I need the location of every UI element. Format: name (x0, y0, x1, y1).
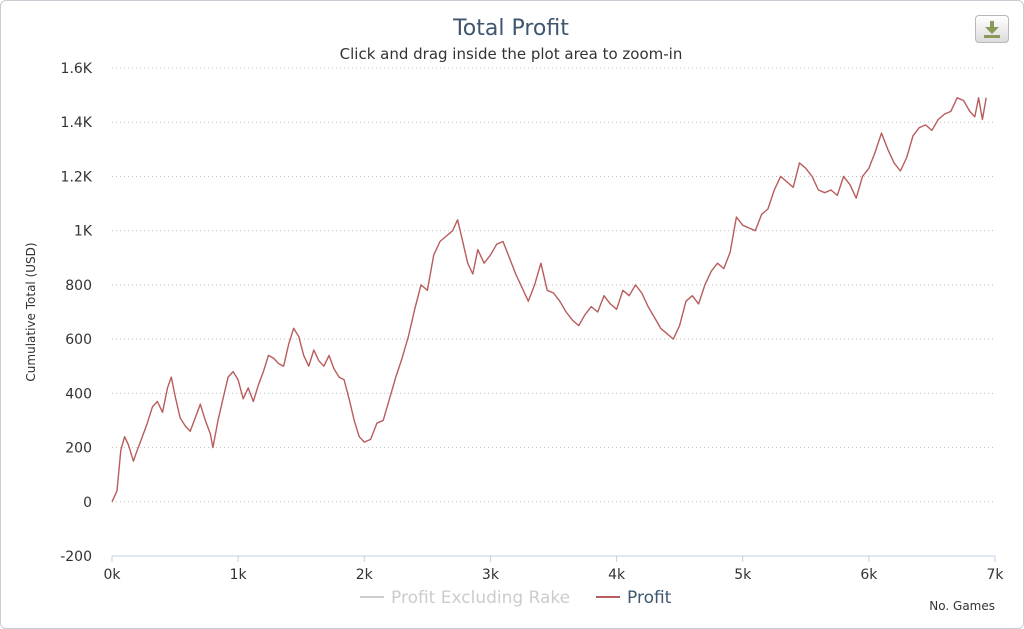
x-axis-title: No. Games (929, 599, 995, 613)
y-axis-ticks: -200 0 200 400 600 800 1K 1.2K 1.4K 1.6K (60, 61, 93, 565)
y-tick-label: -200 (60, 549, 92, 565)
chart-title: Total Profit (452, 16, 569, 41)
y-tick-label: 1K (74, 224, 93, 240)
y-tick-label: 600 (65, 332, 92, 348)
y-tick-label: 1.2K (61, 169, 93, 185)
y-tick-label: 1.4K (61, 115, 93, 131)
y-tick-label: 400 (65, 386, 92, 402)
grid-lines (112, 67, 995, 503)
export-button[interactable] (975, 15, 1009, 43)
y-tick-label: 1.6K (61, 61, 93, 77)
y-tick-label: 200 (65, 441, 92, 457)
x-tick-label: 5k (734, 567, 752, 583)
legend-item-profit[interactable]: Profit (596, 588, 672, 608)
x-tick-label: 7k (986, 567, 1004, 583)
x-tick-label: 1k (230, 567, 248, 583)
y-tick-label: 0 (83, 495, 92, 511)
x-tick-label: 2k (356, 567, 374, 583)
y-tick-label: 800 (65, 278, 92, 294)
y-axis-title: Cumulative Total (USD) (24, 242, 38, 381)
series-layer[interactable] (111, 97, 987, 503)
series-line-profit[interactable] (111, 97, 987, 503)
x-tick-label: 0k (103, 567, 121, 583)
x-axis-ticks: 0k 1k 2k 3k 4k 5k 6k 7k (103, 556, 1004, 583)
download-icon (984, 21, 1000, 38)
legend-item-profit-excluding-rake[interactable]: Profit Excluding Rake (360, 588, 570, 608)
legend[interactable]: Profit Excluding Rake Profit (360, 588, 672, 608)
legend-label-profit-excluding-rake: Profit Excluding Rake (391, 588, 570, 608)
x-tick-label: 6k (860, 567, 878, 583)
legend-label-profit: Profit (627, 588, 672, 608)
x-tick-label: 4k (608, 567, 626, 583)
chart-subtitle: Click and drag inside the plot area to z… (340, 45, 683, 63)
x-tick-label: 3k (482, 567, 500, 583)
